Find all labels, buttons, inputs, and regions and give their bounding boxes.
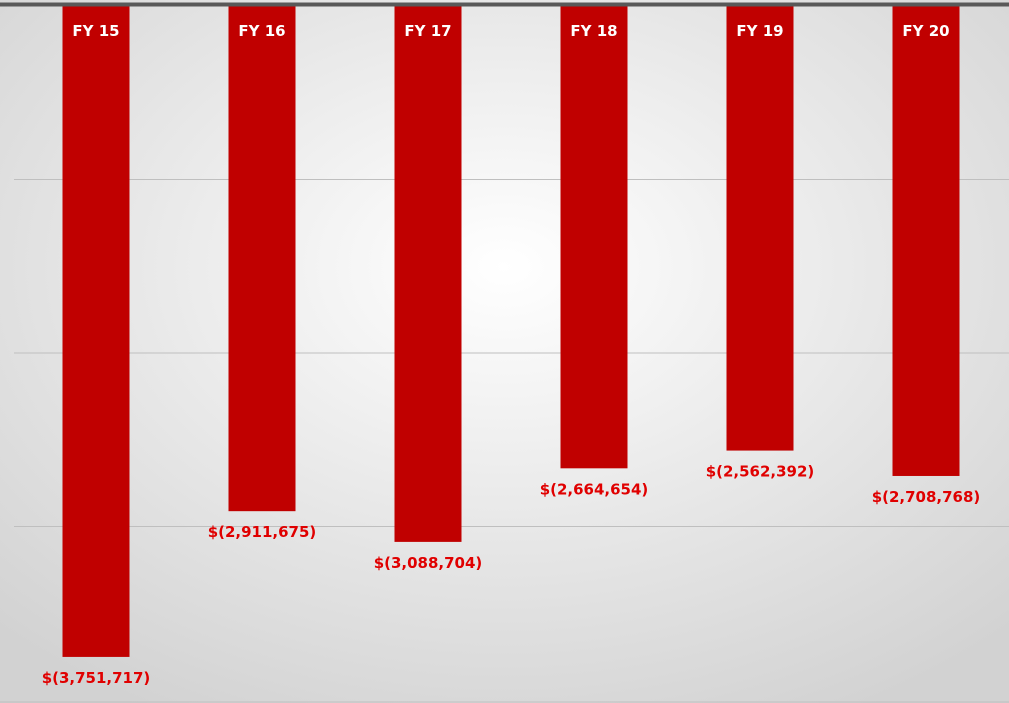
gridlines — [14, 179, 1009, 527]
value-label: $(2,708,768) — [872, 488, 981, 506]
value-label: $(2,911,675) — [208, 523, 317, 541]
bar-fy-19 — [726, 6, 794, 451]
bar-fy-18 — [560, 6, 628, 469]
value-label: $(2,664,654) — [540, 480, 649, 498]
category-label: FY 17 — [404, 22, 451, 40]
value-label: $(3,751,717) — [42, 669, 151, 687]
value-label: $(2,562,392) — [706, 463, 815, 481]
bar-fy-16 — [228, 6, 296, 512]
category-label: FY 20 — [902, 22, 949, 40]
category-label: FY 16 — [238, 22, 285, 40]
bars — [62, 6, 960, 657]
value-labels: $(3,751,717) $(2,911,675) $(3,088,704) $(2,… — [42, 463, 981, 687]
category-labels: FY 15 FY 16 FY 17 FY 18 FY 19 FY 20 — [72, 22, 949, 40]
bar-fy-15 — [62, 6, 130, 657]
bar-fy-20 — [892, 6, 960, 476]
category-label: FY 19 — [736, 22, 783, 40]
category-label: FY 18 — [570, 22, 617, 40]
category-label: FY 15 — [72, 22, 119, 40]
bar-fy-17 — [394, 6, 462, 542]
value-label: $(3,088,704) — [374, 554, 483, 572]
